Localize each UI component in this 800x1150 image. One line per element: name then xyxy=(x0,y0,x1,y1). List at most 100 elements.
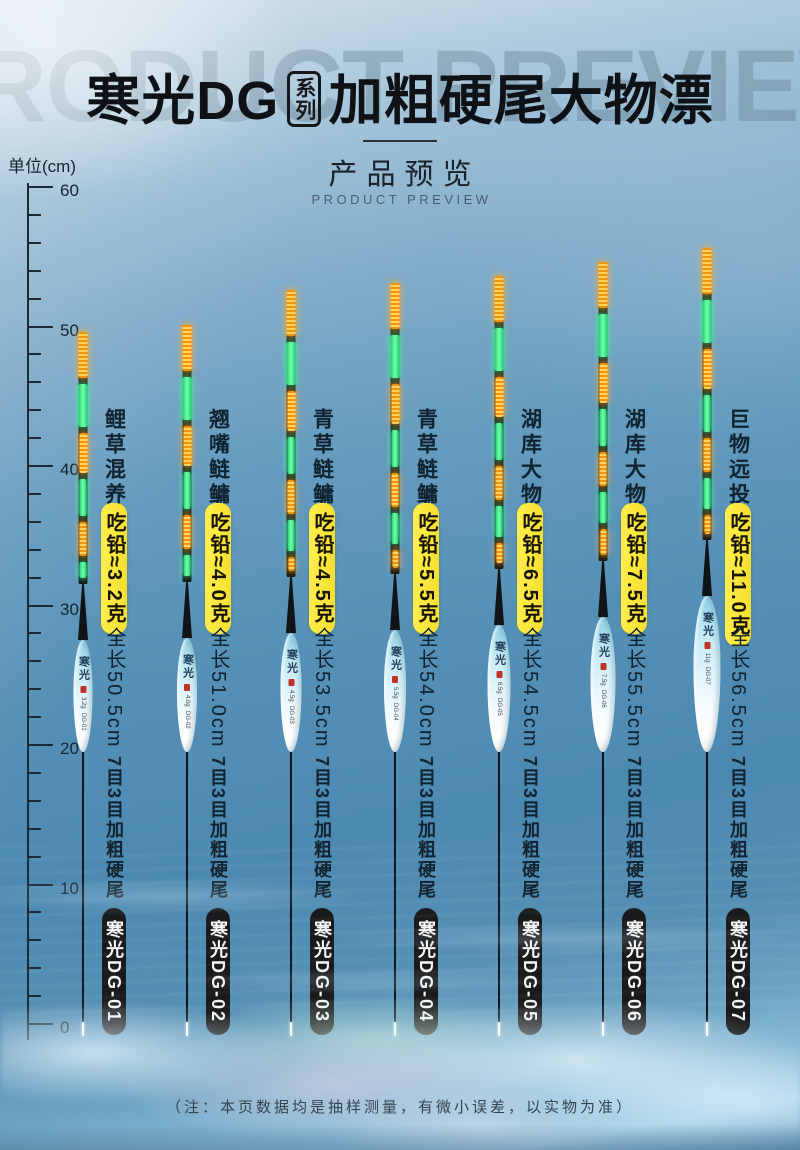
ruler-tick-0cm xyxy=(27,1023,53,1025)
float-stem-white-tip xyxy=(394,1022,396,1036)
float-body-brand: 寒光 xyxy=(285,649,298,675)
float-tail-spec-label: 7目3目加粗硬尾 xyxy=(312,756,332,901)
float-total-length-label: 全长54.0cm xyxy=(415,627,437,749)
tail-segment-orange xyxy=(183,515,191,549)
float-body-weight-mark: 6.5g xyxy=(496,682,502,694)
float-neck xyxy=(702,540,712,596)
float-tail xyxy=(702,248,712,540)
float-body-weight-mark: 11g xyxy=(704,653,710,663)
tail-segment-green xyxy=(391,513,399,544)
float-stem-white-tip xyxy=(290,1022,292,1036)
float-lower-stem xyxy=(186,752,188,1022)
tail-segment-orange xyxy=(704,515,710,534)
ruler-label-20: 20 xyxy=(60,739,79,758)
ruler-tick-6cm xyxy=(27,939,41,942)
ruler-tick-22cm xyxy=(27,716,41,719)
tail-segment-orange xyxy=(391,473,399,507)
float-lower-stem xyxy=(706,752,708,1022)
ruler-tick-48cm xyxy=(27,353,41,356)
float-stem-white-tip xyxy=(706,1022,708,1036)
red-seal-mark xyxy=(496,671,502,678)
float-lead-weight-badge: 吃铅≈4.5克 xyxy=(309,503,335,634)
series-box: 系列 xyxy=(287,70,321,127)
float-stem-white-tip xyxy=(82,1022,84,1036)
float-target-fish-label: 湖库大物 xyxy=(518,408,542,508)
float-body: 寒光 5.5g DG-04 xyxy=(384,630,406,752)
tail-segment-green xyxy=(78,384,88,427)
float-model-badge: 寒光DG-02 xyxy=(206,908,230,1036)
float-tail xyxy=(598,262,608,561)
float-body-brand: 寒光 xyxy=(181,654,194,680)
float-model-badge: 寒光DG-05 xyxy=(518,908,542,1036)
tail-segment-orange xyxy=(288,557,294,571)
ruler-tick-4cm xyxy=(27,967,41,970)
tail-segment-green xyxy=(183,555,191,576)
bottom-shade-band xyxy=(0,1124,800,1150)
tail-segment-green xyxy=(598,314,608,357)
float-body-model-mark: DG-07 xyxy=(704,666,710,685)
tail-segment-orange xyxy=(390,283,400,329)
float-label-column: 湖库大物 吃铅≈6.5克 全长54.5cm 7目3目加粗硬尾 寒光DG-05 xyxy=(510,0,550,1050)
tail-segment-orange xyxy=(702,248,712,294)
float-total-length-label: 全长51.0cm xyxy=(207,627,229,749)
float-body: 寒光 7.5g DG-06 xyxy=(590,617,616,752)
float-neck xyxy=(598,561,608,617)
float-tail xyxy=(494,276,504,569)
float-target-fish-label: 翘嘴鲢鳙 xyxy=(206,408,230,508)
tail-segment-orange xyxy=(183,426,191,466)
float-tail-spec-label: 7目3目加粗硬尾 xyxy=(520,756,540,901)
float-body-model-mark: DG-03 xyxy=(288,705,294,724)
float-lower-stem xyxy=(394,752,396,1022)
page-title: 寒光DG 系列 加粗硬尾大物漂 xyxy=(0,56,800,135)
series-box-char-group: 系列 xyxy=(292,76,316,121)
tail-segment-orange xyxy=(600,529,606,555)
ruler-tick-38cm xyxy=(27,492,41,495)
float-label-column: 湖库大物 吃铅≈7.5克 全长55.5cm 7目3目加粗硬尾 寒光DG-06 xyxy=(614,0,654,1050)
ruler-label-10: 10 xyxy=(60,878,79,898)
float-lower-stem xyxy=(602,752,604,1022)
float-body: 寒光 4.5g DG-03 xyxy=(280,633,302,752)
tail-segment-green xyxy=(495,506,503,537)
tail-segment-green xyxy=(703,395,711,432)
float-body-weight-mark: 4.5g xyxy=(288,690,294,702)
float-body-brand: 寒光 xyxy=(597,633,610,659)
float-tail-spec-label: 7目3目加粗硬尾 xyxy=(624,756,644,901)
float-target-fish-label: 青草鲢鳙 xyxy=(310,408,334,508)
float-lead-weight-badge: 吃铅≈11.0克 xyxy=(725,503,751,646)
float-model-badge: 寒光DG-07 xyxy=(726,908,750,1036)
float-body-weight-mark: 3.2g xyxy=(80,697,86,709)
float-lower-stem xyxy=(82,752,84,1022)
tail-segment-orange xyxy=(495,377,503,417)
float-total-length-label: 全长55.5cm xyxy=(623,627,645,749)
ruler-tick-10cm xyxy=(27,883,53,886)
ruler-tick-20cm xyxy=(27,744,53,746)
tail-segment-green xyxy=(182,377,192,420)
float-body-brand: 寒光 xyxy=(77,656,90,682)
ruler-tick-44cm xyxy=(27,409,41,412)
tail-segment-green xyxy=(391,430,399,467)
float-body: 寒光 3.2g DG-01 xyxy=(73,640,93,752)
float-tail-spec-label: 7目3目加粗硬尾 xyxy=(208,756,228,901)
tail-segment-green xyxy=(183,472,191,509)
float-total-length-label: 全长50.5cm xyxy=(103,627,125,749)
float-label-column: 鲤草混养 吃铅≈3.2克 全长50.5cm 7目3目加粗硬尾 寒光DG-01 xyxy=(94,0,134,1050)
float-lower-stem xyxy=(290,752,292,1022)
float-target-fish-label: 湖库大物 xyxy=(622,408,646,508)
float-tail-spec-label: 7目3目加粗硬尾 xyxy=(104,756,124,901)
ruler-tick-60cm xyxy=(27,186,53,188)
float-neck xyxy=(494,569,504,625)
float-tail xyxy=(182,325,192,582)
tail-segment-green xyxy=(287,437,295,474)
float-lead-weight-badge: 吃铅≈4.0克 xyxy=(205,503,231,634)
float-model-badge: 寒光DG-03 xyxy=(310,908,334,1036)
tail-segment-orange xyxy=(287,480,295,514)
ruler-tick-16cm xyxy=(27,799,41,802)
ruler-tick-42cm xyxy=(27,437,41,440)
ruler-tick-34cm xyxy=(27,548,41,551)
ruler-tick-14cm xyxy=(27,827,41,830)
tail-segment-orange xyxy=(182,325,192,371)
float-body-brand: 寒光 xyxy=(493,641,506,667)
float-tail xyxy=(78,332,88,584)
float-model-badge: 寒光DG-01 xyxy=(102,908,126,1036)
float-total-length-label: 全长54.5cm xyxy=(519,627,541,749)
